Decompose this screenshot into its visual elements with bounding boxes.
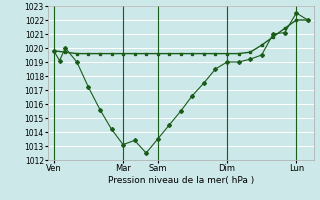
X-axis label: Pression niveau de la mer( hPa ): Pression niveau de la mer( hPa ) [108,176,254,185]
